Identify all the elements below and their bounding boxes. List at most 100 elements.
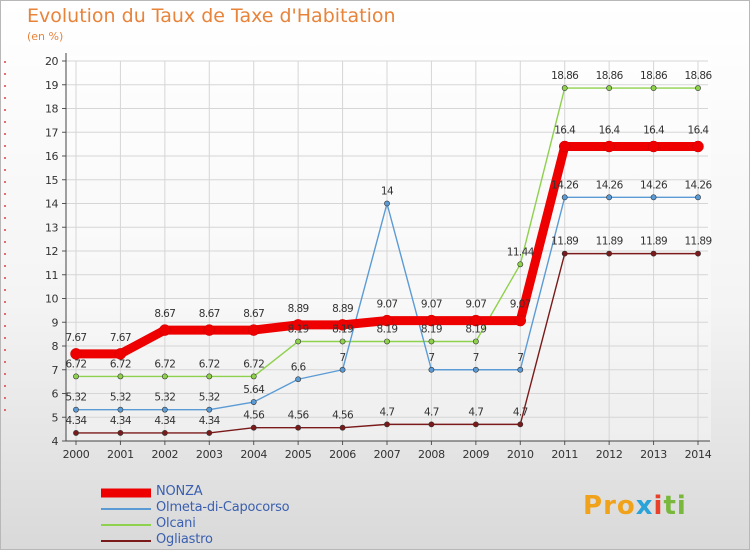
data-label: 14.26 [551,179,579,191]
x-tick-label: 2012 [596,448,623,461]
data-point [336,319,349,331]
chart-unit: (en %) [27,30,64,43]
data-label: 9.07 [421,299,442,311]
data-point [295,424,302,431]
y-tick-label: 14 [45,198,58,211]
data-label: 7 [473,352,479,364]
y-tick-label: 19 [45,79,58,92]
data-point [428,421,435,428]
data-label: 11.89 [684,236,711,248]
data-label: 6.72 [199,358,220,370]
logo-letter: P [583,491,604,521]
logo-letter: x [635,491,654,521]
data-label: 14.26 [640,179,668,191]
data-point [514,314,527,327]
data-label: 16.4 [688,125,710,137]
data-label: 7 [428,352,434,364]
y-tick-label: 5 [52,411,59,424]
data-point [117,430,124,436]
data-label: 6.6 [291,361,307,373]
data-point [161,373,168,380]
data-label: 8.19 [465,323,486,335]
x-tick-label: 2011 [551,448,578,461]
x-tick-label: 2009 [462,448,489,461]
data-point [339,338,346,345]
data-point [558,140,571,153]
data-label: 4.7 [513,406,528,418]
y-tick-label: 13 [45,221,58,234]
data-label: 8.89 [288,303,309,315]
x-tick-label: 2001 [107,448,134,461]
data-label: 4.7 [424,406,439,418]
data-point [606,85,613,91]
data-point [650,250,657,257]
logo-letter: t [663,491,677,521]
data-point [384,200,390,207]
data-point [692,140,704,153]
y-tick-label: 20 [45,55,58,68]
data-point [384,421,390,428]
data-point [472,421,479,428]
data-label: 14.26 [596,179,624,191]
data-label: 7.67 [66,332,87,344]
legend-label-olcani: Olcani [156,516,196,531]
data-point [517,261,524,268]
data-label: 16.4 [643,125,665,137]
data-label: 4.56 [243,410,265,422]
data-point [117,373,124,380]
data-point [159,324,171,336]
data-label: 18.86 [596,70,624,82]
data-label: 8.19 [332,323,353,335]
x-tick-label: 2003 [196,448,223,461]
data-label: 7.67 [110,332,131,344]
data-label: 9.07 [377,299,398,311]
data-point [561,250,568,257]
x-tick-label: 2007 [374,448,401,461]
data-point [472,338,479,345]
legend-label-ogliastro: Ogliastro [156,532,213,547]
logo-letter: i [676,491,687,521]
data-label: 5.32 [154,392,175,404]
data-point [606,194,613,201]
data-point [295,338,302,345]
chart-title: Evolution du Taux de Taxe d'Habitation [27,5,396,27]
data-point [428,338,435,345]
data-point [470,314,482,327]
x-tick-label: 2006 [329,448,356,461]
data-point [381,314,393,327]
data-point [73,406,79,413]
logo-letter: o [616,491,636,521]
data-point [561,194,568,201]
x-tick-label: 2004 [240,448,267,461]
x-tick-label: 2002 [151,448,178,461]
legend-label-olmeta: Olmeta-di-Capocorso [156,500,290,515]
data-label: 8.19 [421,323,442,335]
legend-label-nonza: NONZA [156,484,203,499]
data-point [292,319,304,331]
y-tick-label: 15 [45,174,58,187]
data-label: 4.34 [154,415,176,427]
data-point [650,194,657,201]
data-point [250,373,257,380]
data-label: 8.67 [243,308,264,320]
data-label: 16.4 [599,125,621,137]
proxiti-logo: Proxiti [583,491,687,521]
data-label: 11.89 [596,236,623,248]
data-label: 5.32 [199,392,220,404]
data-label: 14 [381,186,394,198]
data-point [606,250,613,257]
data-point [206,406,213,413]
data-point [695,250,701,257]
data-label: 5.64 [243,384,265,396]
data-label: 9.07 [465,299,486,311]
data-label: 11.89 [640,236,667,248]
data-label: 7 [340,352,346,364]
legend-swatch-olmeta [101,508,151,510]
legend-swatch-olcani [101,524,151,526]
data-point [561,85,568,91]
y-tick-label: 9 [52,316,59,329]
data-point [695,194,701,201]
y-tick-label: 6 [52,388,59,401]
y-tick-label: 17 [45,126,58,139]
